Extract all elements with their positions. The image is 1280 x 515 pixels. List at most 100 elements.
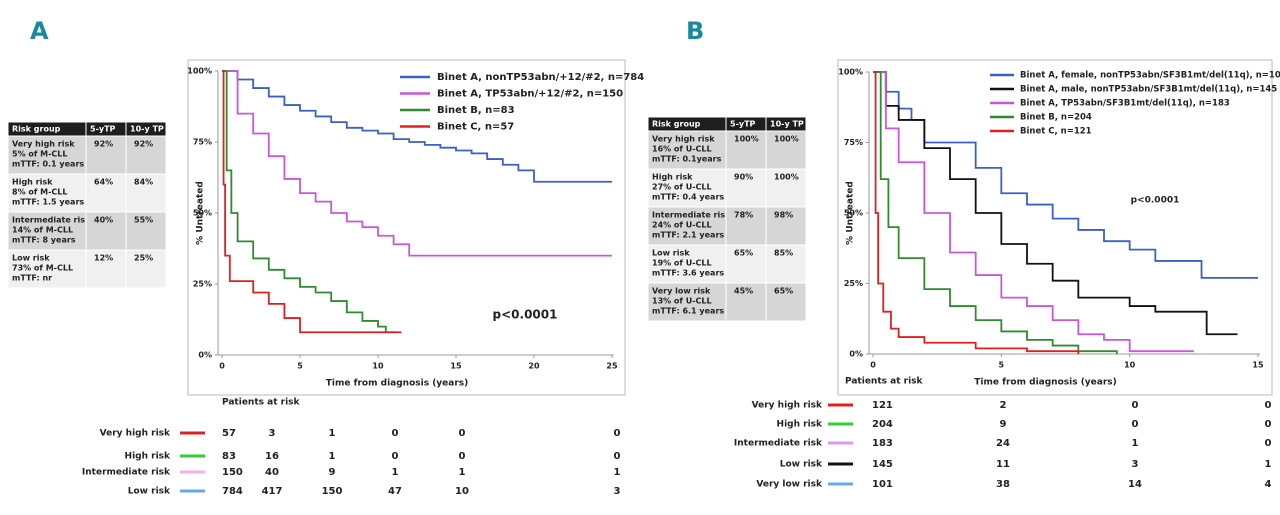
- table-cell-text: 25%: [134, 254, 153, 263]
- table-cell: [765, 168, 807, 208]
- table-cell-text: 73% of M-CLL: [12, 264, 73, 273]
- at-risk-count: 0: [392, 451, 399, 462]
- at-risk-count: 1: [459, 467, 466, 478]
- table-cell-text: mTTF: 3.6 years: [652, 269, 724, 278]
- at-risk-count: 3: [1132, 459, 1139, 470]
- at-risk-count: 145: [872, 459, 893, 470]
- x-tick-label: 10: [372, 362, 384, 371]
- table-cell-text: 12%: [94, 254, 113, 263]
- x-tick-label: 15: [1252, 361, 1264, 370]
- at-risk-count: 3: [614, 486, 621, 497]
- table-cell: [7, 211, 87, 251]
- at-risk-count: 0: [614, 451, 621, 462]
- table-cell-text: mTTF: 2.1 years: [652, 231, 724, 240]
- y-tick-label: 25%: [844, 279, 863, 288]
- table-cell-text: mTTF: 0.1years: [652, 155, 722, 164]
- table-cell-text: 16% of U-CLL: [652, 145, 712, 154]
- y-tick-label: 0%: [198, 351, 212, 360]
- table-cell: [647, 282, 727, 322]
- legend-label: Binet A, TP53abn/+12/#2, n=150: [437, 89, 623, 100]
- panel-label: A: [30, 17, 49, 45]
- at-risk-count: 1: [1265, 459, 1272, 470]
- at-risk-count: 101: [872, 479, 893, 490]
- table-cell-text: 14% of M-CLL: [12, 226, 73, 235]
- legend-label: Binet C, n=121: [1020, 127, 1092, 137]
- at-risk-count: 47: [388, 486, 402, 497]
- table-cell-text: 98%: [774, 211, 793, 220]
- survival-curve: [222, 70, 394, 334]
- table-cell: [725, 206, 767, 246]
- table-cell-text: High risk: [652, 173, 693, 182]
- at-risk-count: 2: [1000, 400, 1007, 411]
- table-header: Risk group: [12, 125, 61, 134]
- at-risk-count: 24: [996, 438, 1010, 449]
- at-risk-label: Very low risk: [756, 480, 823, 490]
- annotation: p<0.0001: [1131, 196, 1180, 206]
- at-risk-count: 10: [455, 486, 469, 497]
- legend-label: Binet A, female, nonTP53abn/SF3B1mt/del(…: [1020, 71, 1280, 81]
- at-risk-count: 57: [222, 428, 236, 439]
- table-cell-text: Very high risk: [12, 140, 75, 149]
- survival-curve: [222, 70, 402, 334]
- x-tick-label: 5: [297, 362, 303, 371]
- table-cell-text: 40%: [94, 216, 113, 225]
- at-risk-count: 9: [1000, 419, 1007, 430]
- table-cell-text: 65%: [774, 287, 793, 296]
- table-cell-text: 85%: [774, 249, 793, 258]
- at-risk-label: Low risk: [780, 460, 823, 470]
- table-cell-text: 78%: [734, 211, 753, 220]
- table-cell-text: mTTF: 1.5 years: [12, 198, 84, 207]
- at-risk-label: Very high risk: [752, 401, 823, 411]
- at-risk-count: 11: [996, 459, 1010, 470]
- table-cell-text: mTTF: 6.1 years: [652, 307, 724, 316]
- at-risk-label: Intermediate risk: [82, 468, 171, 478]
- legend-label: Binet A, male, nonTP53abn/SF3B1mt/del(11…: [1020, 85, 1277, 95]
- y-tick-label: 50%: [844, 209, 863, 218]
- annotation: p<0.0001: [493, 308, 558, 322]
- at-risk-label: High risk: [777, 420, 823, 430]
- table-cell-text: Very high risk: [652, 135, 715, 144]
- table-cell: [7, 135, 87, 175]
- legend-label: Binet B, n=204: [1020, 113, 1092, 123]
- at-risk-count: 0: [1265, 419, 1272, 430]
- at-risk-count: 121: [872, 400, 893, 411]
- at-risk-count: 784: [222, 486, 243, 497]
- table-cell-text: Very low risk: [652, 287, 711, 296]
- at-risk-label: Intermediate risk: [734, 439, 823, 449]
- table-cell-text: Intermediate risk: [652, 211, 731, 220]
- table-cell-text: 64%: [94, 178, 113, 187]
- at-risk-count: 0: [1265, 400, 1272, 411]
- survival-curve: [222, 70, 612, 257]
- at-risk-count: 1: [1132, 438, 1139, 449]
- y-axis-label: % Untreated: [846, 181, 856, 245]
- table-header: Risk group: [652, 120, 701, 129]
- table-cell: [125, 211, 167, 251]
- table-cell-text: mTTF: 0.1 years: [12, 160, 84, 169]
- table-cell-text: 92%: [94, 140, 113, 149]
- at-risk-title: Patients at risk: [222, 398, 301, 408]
- table-cell: [85, 173, 127, 213]
- table-cell-text: mTTF: 0.4 years: [652, 193, 724, 202]
- at-risk-count: 1: [329, 428, 336, 439]
- at-risk-count: 4: [1265, 479, 1272, 490]
- y-tick-label: 75%: [193, 138, 212, 147]
- table-cell: [765, 244, 807, 284]
- at-risk-label: High risk: [125, 452, 171, 462]
- x-tick-label: 15: [450, 362, 462, 371]
- legend-label: Binet A, TP53abn/SF3B1mt/del(11q), n=183: [1020, 99, 1230, 109]
- table-cell-text: 65%: [734, 249, 753, 258]
- table-header: 5-yTP: [90, 125, 116, 134]
- at-risk-label: Very high risk: [100, 429, 171, 439]
- table-cell: [85, 211, 127, 251]
- x-tick-label: 5: [999, 361, 1005, 370]
- table-cell-text: mTTF: 8 years: [12, 236, 76, 245]
- table-cell-text: 45%: [734, 287, 753, 296]
- x-tick-label: 25: [606, 362, 618, 371]
- table-cell-text: 92%: [134, 140, 153, 149]
- y-tick-label: 25%: [193, 280, 212, 289]
- at-risk-count: 83: [222, 451, 236, 462]
- plot-frame: [837, 59, 1273, 396]
- table-cell: [725, 130, 767, 170]
- at-risk-title: Patients at risk: [845, 377, 924, 387]
- table-header: 5-yTP: [730, 120, 756, 129]
